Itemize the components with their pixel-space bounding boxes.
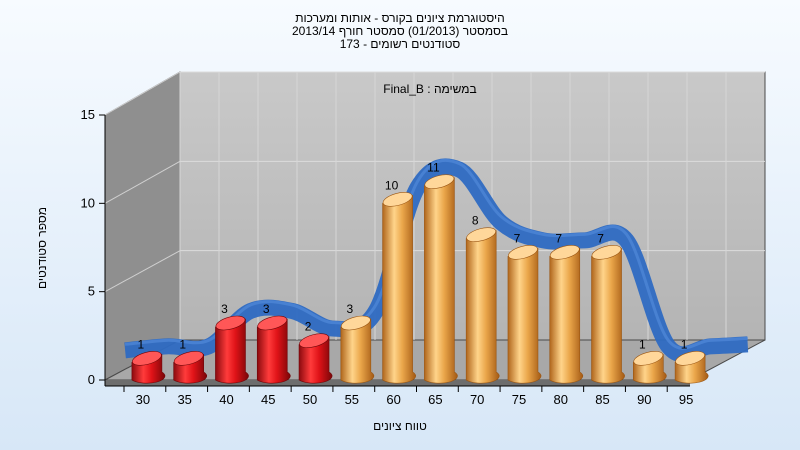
chart-title: היסטוגרמת ציונים בקורס - אותות ומערכות ב… [292,11,508,51]
x-axis-title: טווח ציונים [373,419,427,433]
x-tick-label: 85 [595,392,609,407]
bar-value-label: 2 [305,320,312,334]
x-tick-label: 95 [679,392,693,407]
x-tick-label: 55 [345,392,359,407]
bar-value-label: 1 [681,337,688,351]
bar-value-label: 1 [179,337,186,351]
bar: 2 [298,320,333,384]
x-tick-label: 75 [512,392,526,407]
bar-body [465,230,500,384]
bar-value-label: 1 [138,337,145,351]
bar: 1 [633,337,667,384]
chart-subtitle: במשימה : Final_B [383,82,476,96]
bar-top [132,351,162,366]
bar: 11 [424,161,458,384]
bar-top [382,192,413,207]
grid-line [104,71,181,116]
bar-value-label: 1 [639,337,646,351]
bar-top [549,245,580,260]
bar: 3 [340,302,375,384]
title-line-1: היסטוגרמת ציונים בקורס - אותות ומערכות [295,11,504,25]
bar-top [508,245,538,260]
bar-body [591,247,625,384]
grid-line [104,250,181,293]
bar-body [507,247,542,384]
bar-top [257,315,288,331]
title-line-3: סטודנטים רשומים - 173 [340,37,461,51]
bar-value-label: 7 [555,231,562,245]
bar-body [382,194,416,384]
y-tick-label: 5 [88,284,95,299]
bar-top [424,174,455,189]
x-tick-label: 40 [219,392,233,407]
bar: 7 [507,231,542,384]
x-tick-label: 65 [428,392,442,407]
bar: 7 [591,231,625,384]
x-tick-label: 35 [177,392,191,407]
bar-top [299,333,329,348]
y-tick-label: 10 [81,195,95,210]
bar: 3 [215,302,249,384]
bar-value-label: 7 [514,231,521,245]
left-wall [104,71,181,381]
bar: 7 [549,231,584,384]
bar-body [340,318,375,384]
bar-top [466,227,497,242]
y-tick-label: 0 [88,372,95,387]
x-tick-label: 50 [303,392,317,407]
x-tick-label: 70 [470,392,484,407]
x-tick-label: 30 [136,392,150,407]
bar: 3 [256,302,291,384]
bar-top [633,351,664,366]
x-tick-label: 80 [554,392,568,407]
bar: 10 [382,178,416,384]
y-axis-title: מספר סטודנטים [35,207,49,289]
bar: 1 [674,337,709,384]
bar-value-label: 3 [346,302,353,316]
bar-body [298,336,333,384]
bar-value-label: 7 [597,231,604,245]
bar: 1 [131,337,166,384]
bar-body [424,177,458,384]
y-axis-ticks: 0 5 10 15 [81,107,105,387]
grid-line [104,160,181,204]
bar-top [173,351,204,366]
bar-body [256,318,291,384]
y-tick-label: 15 [81,107,95,122]
bar-body [549,247,584,384]
bar-top [215,315,246,331]
title-line-2: בסמסטר (01/2013) סמסטר חורף 2013/14 [292,24,508,38]
x-tick-label: 45 [261,392,275,407]
bar-top [675,351,705,366]
x-tick-label: 90 [637,392,651,407]
trend-ribbon-highlight [124,158,748,350]
x-tick-label: 60 [386,392,400,407]
bar-value-label: 3 [263,302,270,316]
bar-top [340,315,371,331]
bar-value-label: 11 [427,161,440,175]
bar: 8 [465,214,500,384]
x-axis-ticks: 30 35 40 45 50 55 60 65 70 75 80 85 90 95 [123,386,693,407]
bar: 1 [173,337,207,384]
bar-value-label: 3 [221,302,228,316]
bar-value-label: 8 [472,214,479,228]
bar-body [215,318,249,384]
bar-top [591,245,622,260]
bar-value-label: 10 [385,178,399,192]
